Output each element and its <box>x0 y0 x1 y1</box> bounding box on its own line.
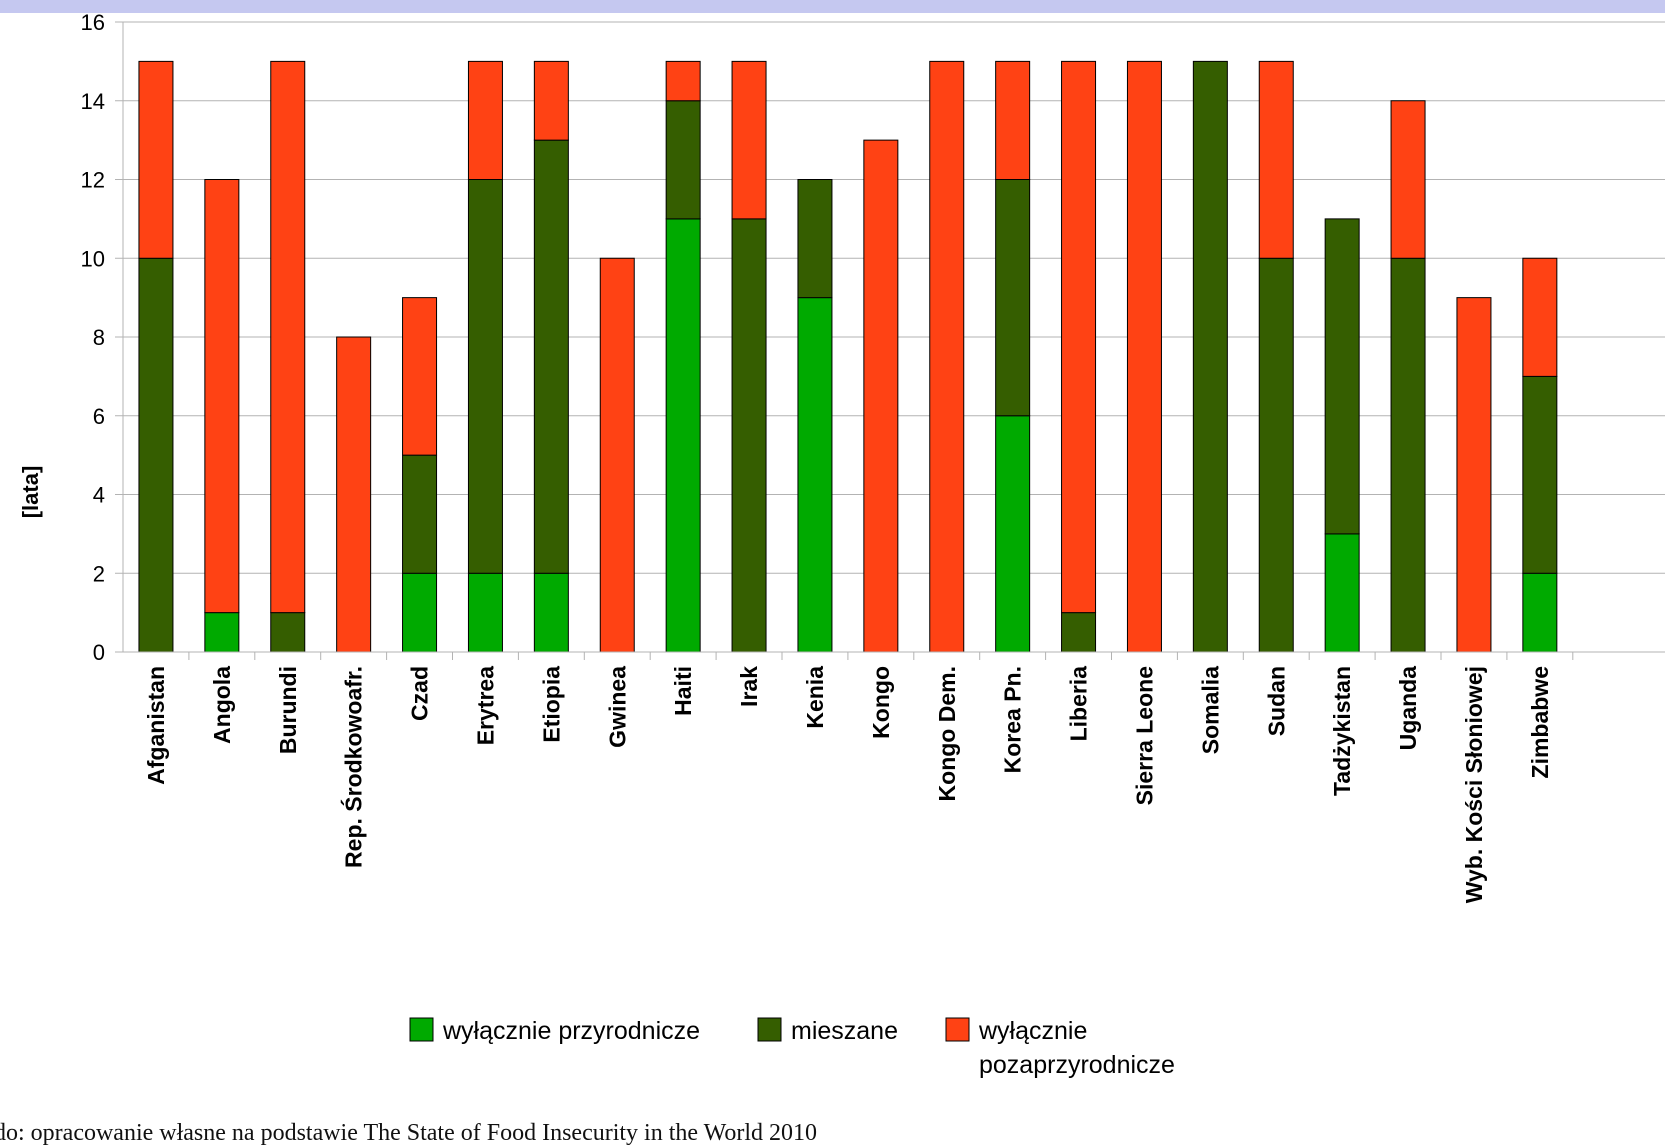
x-category-label: Kongo Dem. <box>934 666 960 801</box>
bar-segment-mieszane <box>139 258 173 652</box>
x-category-label: Wyb. Kości Słoniowej <box>1461 666 1487 903</box>
x-category-label: Sudan <box>1263 666 1289 736</box>
x-category-label: Czad <box>407 666 433 721</box>
y-tick-label: 14 <box>81 89 105 114</box>
x-category-label: Haiti <box>670 666 696 716</box>
bar-segment-mieszane <box>666 101 700 219</box>
source-note: do: opracowanie własne na podstawie The … <box>0 1120 817 1147</box>
x-category-labels: Afganistan Angola Burundi Rep. Środkowoafr.… <box>143 666 1553 903</box>
x-category-label: Zimbabwe <box>1527 666 1553 778</box>
bar-segment-przyrodnicze <box>666 219 700 652</box>
bar-segment-pozaprzyrodnicze <box>732 61 766 219</box>
bar-segment-przyrodnicze <box>205 613 239 652</box>
bar-segment-pozaprzyrodnicze <box>271 61 305 612</box>
x-category-label: Korea Pn. <box>1000 666 1026 773</box>
legend-swatch <box>758 1018 781 1041</box>
bar-segment-pozaprzyrodnicze <box>1391 101 1425 259</box>
bar-segment-pozaprzyrodnicze <box>600 258 634 652</box>
bar-segment-przyrodnicze <box>534 573 568 652</box>
legend-label: wyłącznie przyrodnicze <box>442 1017 700 1045</box>
bar-segment-przyrodnicze <box>403 573 437 652</box>
x-category-label: Gwinea <box>604 666 630 748</box>
bar-segment-pozaprzyrodnicze <box>337 337 371 652</box>
x-category-label: Sierra Leone <box>1131 666 1157 805</box>
bar-segment-przyrodnicze <box>798 298 832 652</box>
legend: wyłącznie przyrodnicze mieszane wyłącznie p… <box>410 1017 1175 1079</box>
bar-segment-mieszane <box>1259 258 1293 652</box>
bar-segment-mieszane <box>403 455 437 573</box>
bar-segment-pozaprzyrodnicze <box>864 140 898 652</box>
x-category-label: Afganistan <box>143 666 169 785</box>
x-category-label: Etiopia <box>538 666 564 743</box>
bar-segment-pozaprzyrodnicze <box>1062 61 1096 612</box>
y-axis-title: [lata] <box>18 466 43 519</box>
y-tick-label: 12 <box>81 168 105 193</box>
bar-segment-pozaprzyrodnicze <box>930 61 964 652</box>
bar-segment-pozaprzyrodnicze <box>996 61 1030 179</box>
x-category-label: Tadżykistan <box>1329 666 1355 796</box>
x-category-label: Irak <box>736 666 762 707</box>
bar-segment-pozaprzyrodnicze <box>534 61 568 140</box>
bar-segment-mieszane <box>996 180 1030 416</box>
y-tick-label: 0 <box>93 640 105 665</box>
y-tick-label: 2 <box>93 561 105 586</box>
legend-label: mieszane <box>791 1017 898 1045</box>
x-category-label: Uganda <box>1395 666 1421 751</box>
bar-segment-przyrodnicze <box>468 573 502 652</box>
bar-segment-pozaprzyrodnicze <box>139 61 173 258</box>
x-category-label: Liberia <box>1066 666 1092 742</box>
bar-segment-pozaprzyrodnicze <box>1259 61 1293 258</box>
bar-segment-mieszane <box>1193 61 1227 652</box>
x-category-label: Erytrea <box>472 666 498 745</box>
bar-segment-przyrodnicze <box>1523 573 1557 652</box>
bars <box>139 61 1557 652</box>
bar-segment-pozaprzyrodnicze <box>403 298 437 456</box>
legend-swatch <box>410 1018 433 1041</box>
x-category-label: Kongo <box>868 666 894 739</box>
bar-segment-pozaprzyrodnicze <box>468 61 502 179</box>
bar-segment-mieszane <box>1325 219 1359 534</box>
legend-label-line2: pozaprzyrodnicze <box>979 1051 1175 1079</box>
bar-segment-mieszane <box>1391 258 1425 652</box>
bar-segment-pozaprzyrodnicze <box>1523 258 1557 376</box>
legend-swatch <box>946 1018 969 1041</box>
bar-segment-mieszane <box>1523 376 1557 573</box>
x-category-label: Somalia <box>1197 666 1223 754</box>
bar-segment-mieszane <box>534 140 568 573</box>
bar-segment-mieszane <box>798 180 832 298</box>
bar-segment-mieszane <box>732 219 766 652</box>
bar-segment-mieszane <box>271 613 305 652</box>
bar-segment-mieszane <box>1062 613 1096 652</box>
bar-segment-pozaprzyrodnicze <box>1457 298 1491 652</box>
bar-segment-pozaprzyrodnicze <box>1127 61 1161 652</box>
x-category-label: Rep. Środkowoafr. <box>340 666 367 868</box>
bar-segment-pozaprzyrodnicze <box>666 61 700 100</box>
x-category-label: Angola <box>209 666 235 744</box>
legend-label: wyłącznie <box>978 1017 1087 1045</box>
x-category-label: Kenia <box>802 666 828 729</box>
x-category-label: Burundi <box>275 666 301 754</box>
y-tick-label: 10 <box>81 246 105 271</box>
bar-segment-przyrodnicze <box>996 416 1030 652</box>
y-tick-label: 8 <box>93 325 105 350</box>
y-tick-labels: 0 2 4 6 8 10 12 14 16 <box>81 10 105 665</box>
y-tick-label: 16 <box>81 10 105 35</box>
bar-segment-mieszane <box>468 180 502 574</box>
y-tick-label: 4 <box>93 483 105 508</box>
bar-segment-pozaprzyrodnicze <box>205 180 239 613</box>
bar-segment-przyrodnicze <box>1325 534 1359 652</box>
y-tick-label: 6 <box>93 404 105 429</box>
